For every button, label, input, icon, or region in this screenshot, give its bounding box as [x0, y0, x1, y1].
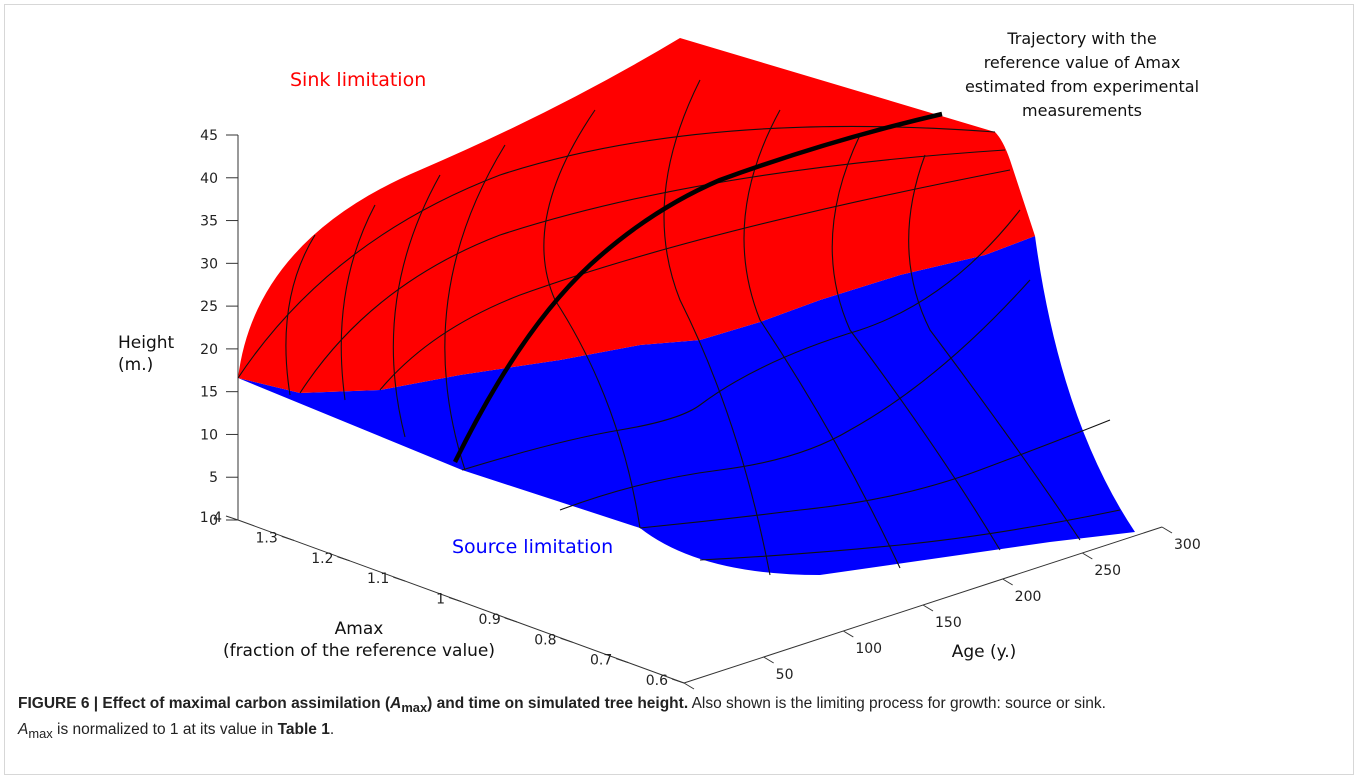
caption-line-2: Amax is normalized to 1 at its value in … [18, 719, 1338, 745]
amax-tick-label: 1.4 [200, 510, 222, 526]
caption-line2-symbol-sub: max [28, 726, 53, 742]
amax-tick-mark [504, 617, 517, 623]
trajectory-annotation: Trajectory with the reference value of A… [965, 29, 1199, 120]
sink-limitation-label: Sink limitation [290, 69, 426, 91]
height-tick-label: 10 [200, 427, 218, 443]
age-tick-mark [683, 682, 695, 690]
height-tick-label: 30 [200, 256, 218, 272]
amax-tick-label: 0.7 [590, 653, 612, 669]
height-tick-label: 35 [200, 214, 218, 230]
amax-tick-label: 0.8 [534, 632, 556, 648]
amax-tick-label: 1.2 [311, 551, 333, 567]
age-axis-title: Age (y.) [952, 642, 1017, 662]
caption-line2-end: . [329, 721, 335, 739]
caption-line2-text: is normalized to 1 at its value in [52, 721, 278, 739]
figure-caption: FIGURE 6 | Effect of maximal carbon assi… [18, 693, 1338, 745]
height-tick-label: 40 [200, 171, 218, 187]
amax-tick-mark [560, 637, 573, 643]
amax-tick-mark [225, 515, 239, 521]
source-limitation-region [238, 236, 1135, 575]
height-tick-label: 15 [200, 385, 218, 401]
height-tick-label: 20 [200, 342, 218, 358]
caption-table-ref: Table 1 [277, 721, 330, 739]
height-tick-label: 5 [209, 470, 218, 486]
age-tick-label: 50 [776, 667, 794, 683]
age-tick-mark [1082, 552, 1093, 560]
amax-tick-label: 1.1 [367, 571, 389, 587]
caption-figure-label: FIGURE 6 | Effect of maximal carbon assi… [18, 695, 391, 712]
age-tick-mark [763, 656, 774, 664]
caption-title-end: ) and time on simulated tree height. [427, 695, 689, 712]
amax-tick-mark [448, 597, 462, 602]
surface-plot: 0 5 10 15 20 25 30 35 40 45 1.4 1.3 1.2 1.1 1 0.9 0.8 0.… [118, 29, 1201, 690]
height-ticks: 0 5 10 15 20 25 30 35 40 45 [200, 128, 238, 529]
caption-sentence-1: Also shown is the limiting process for g… [688, 695, 1106, 712]
annotation-line-4: measurements [1022, 101, 1142, 120]
height-axis-title-line2: (m.) [118, 355, 153, 375]
caption-symbol-sub: max [401, 700, 428, 716]
age-tick-mark [1161, 526, 1173, 534]
caption-symbol-letter: A [390, 695, 402, 712]
annotation-line-3: estimated from experimental [965, 77, 1199, 96]
amax-tick-mark [393, 576, 406, 582]
age-tick-label: 100 [855, 641, 882, 657]
age-tick-mark [843, 630, 854, 638]
reference-trajectory-line [452, 111, 943, 463]
height-tick-label: 25 [200, 299, 218, 315]
amax-tick-mark [671, 678, 685, 684]
surface-mesh [237, 79, 1121, 576]
age-tick-label: 250 [1094, 563, 1121, 579]
age-tick-label: 300 [1174, 537, 1201, 553]
age-ticks: 050100150200250300 [683, 526, 1201, 690]
age-tick-label: 150 [935, 615, 962, 631]
amax-tick-label: 0.6 [646, 673, 668, 689]
source-limitation-label: Source limitation [452, 536, 613, 558]
age-tick-mark [1002, 578, 1013, 586]
amax-tick-mark [337, 556, 350, 562]
amax-tick-label: 1.3 [255, 530, 277, 546]
amax-axis-title-line1: Amax [335, 619, 384, 639]
annotation-line-1: Trajectory with the [1006, 29, 1156, 48]
height-tick-label: 45 [200, 128, 218, 144]
caption-line-1: FIGURE 6 | Effect of maximal carbon assi… [18, 693, 1338, 719]
amax-axis-title-line2: (fraction of the reference value) [223, 641, 495, 661]
amax-tick-mark [281, 535, 294, 541]
amax-tick-label: 1 [436, 592, 445, 608]
amax-tick-label: 0.9 [478, 612, 500, 628]
caption-line2-symbol-letter: A [18, 721, 29, 739]
amax-ticks: 1.4 1.3 1.2 1.1 1 0.9 0.8 0.7 0.6 [200, 510, 685, 689]
height-axis-title-line1: Height [118, 333, 175, 353]
age-tick-mark [922, 604, 934, 612]
age-tick-label: 200 [1015, 589, 1042, 605]
annotation-line-2: reference value of Amax [984, 53, 1181, 72]
amax-tick-mark [616, 658, 629, 664]
height-tick-label: 0 [209, 513, 218, 529]
